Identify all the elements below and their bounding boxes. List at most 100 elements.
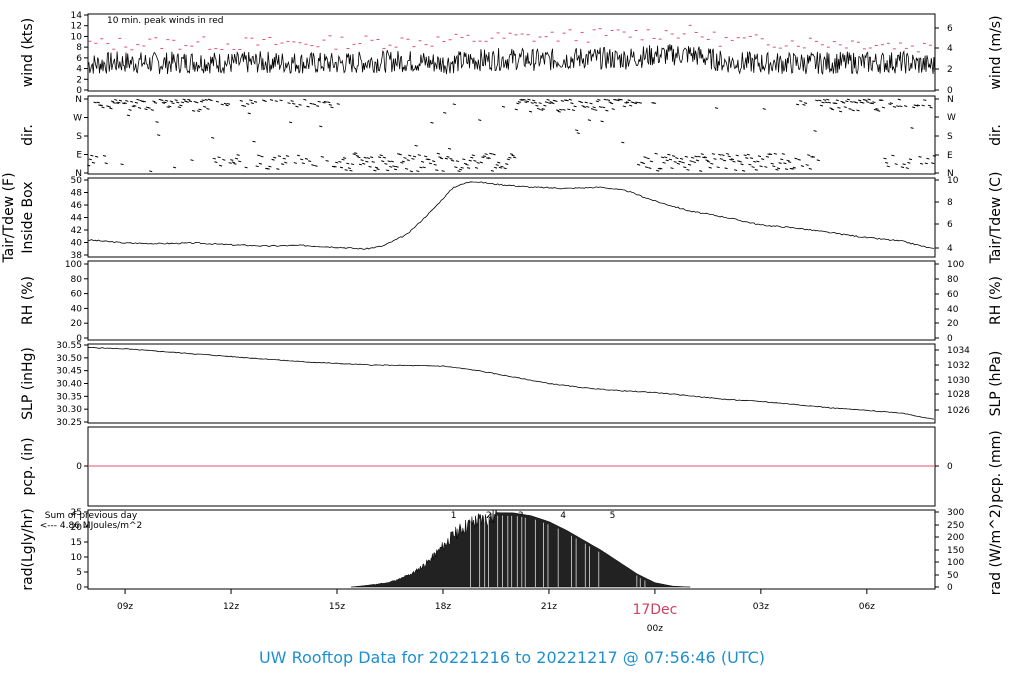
wind-dir-mark [198,108,202,111]
wind-dir-mark [919,162,924,165]
wind-dir-mark [269,99,274,101]
wind-dir-mark [369,156,374,159]
wind-dir-mark [705,159,709,162]
wind-dir-mark [257,154,261,157]
wind-dir-mark [621,141,625,144]
wind-dir-mark [298,103,302,106]
wind-dir-mark [164,99,169,102]
wind-dir-mark [697,155,701,158]
wind-dir-mark [406,159,410,161]
wind-dir-mark [473,160,477,162]
wind-dir-mark [303,98,307,101]
rad-ytick-label: 25 [71,508,82,518]
wind-dir-mark [219,164,223,167]
wind-dir-mark [185,101,189,103]
wind-dir-mark [824,101,828,104]
wind-dir-mark [238,160,242,163]
rad-annotation-2: <--- 4.86 MJoules/m^2 [40,521,142,531]
wind-dir-mark [842,101,846,104]
wind-ytick-label: 6 [76,54,82,64]
dir-ylabel: dir. [20,124,36,146]
wind-dir-mark [171,102,175,105]
wind-dir-mark [393,168,398,171]
wind-dir-mark [597,98,601,101]
slp-panel: 30.25 30.30 30.35 30.40 30.45 30.50 30.55 1026 1… [20,341,1004,428]
wind-dir-mark [114,99,118,101]
wind-dir-mark [694,155,698,158]
wind-dir-mark [845,100,849,103]
wind-dir-mark [172,166,177,169]
wind-dir-mark [273,156,277,159]
wind-dir-mark [560,100,564,102]
wind-dir-mark [708,166,712,169]
slp-ytick-label: 30.50 [56,354,82,364]
slp-line [87,346,934,420]
wind-dir-mark [813,130,817,132]
wind-dir-mark [495,164,499,166]
wind-dir-mark [921,104,925,107]
wind-dir-mark [244,166,248,169]
wind-dir-mark [231,161,235,164]
wind-dir-mark [110,100,115,103]
wind-dir-mark [304,158,309,160]
wind-dir-mark [300,158,304,161]
wind-dir-mark [288,121,293,124]
wind-dir-mark [730,158,735,161]
x-tick-label: 12z [223,602,239,612]
wind-dir-mark [188,100,193,103]
dir-ytick-label: N [75,95,82,105]
wind-dir-mark [788,161,792,163]
wind-dir-mark [439,157,444,160]
rh-ytick-label: 60 [71,290,83,300]
wind-dir-mark [733,169,738,171]
wind-dir-mark [452,103,456,106]
wind-dir-mark [390,160,394,163]
wind-dir-mark [888,103,892,105]
wind-dir-mark [881,106,886,109]
wind-dir-mark [247,112,251,115]
wind-dir-mark [412,155,417,158]
wind-dir-mark [557,110,561,113]
wind-dir-mark [312,103,317,106]
dir-ytick-right-label: N [947,169,954,179]
wind-dir-mark [449,158,453,160]
wind-dir-mark [616,99,620,102]
wind-dir-mark [786,159,790,162]
wind-dir-mark [490,170,495,172]
wind-dir-mark [226,102,231,105]
wind-dir-mark [535,104,539,107]
wind-dir-mark [203,105,207,108]
wind-dir-mark [592,106,596,109]
wind-dir-mark [479,161,483,164]
slp-ytick-label: 30.30 [56,405,82,415]
wind-dir-mark [918,155,922,158]
wind-dir-mark [622,105,626,108]
wind-dir-mark [870,102,874,105]
wind-dir-mark [335,161,339,164]
slp-ytick-right-label: 1032 [947,361,970,371]
wind-dir-mark [163,101,167,104]
wind-dir-mark [266,167,270,170]
wind-dir-mark [327,101,331,104]
wind-dir-mark [101,106,105,109]
wind-dir-mark [795,103,800,106]
wind-dir-mark [719,158,723,160]
wind-dir-mark [468,159,472,162]
temp-ytick-right-label: 6 [947,220,953,230]
wind-dir-mark [686,168,690,171]
wind-dir-mark [211,136,215,139]
wind-dir-mark [772,165,776,168]
wind-dir-mark [554,100,558,102]
wind-dir-mark [169,100,173,103]
dir-ytick-right-label: W [947,113,956,123]
wind-dir-mark [878,99,882,102]
wind-dir-mark [99,104,104,107]
wind-dir-mark [780,158,784,161]
wind-dir-mark [838,110,843,113]
wind-dir-mark [587,119,592,122]
dir-ytick-label: N [75,169,82,179]
wind-dir-mark [834,102,838,105]
wind-dir-mark [551,102,555,105]
wind-dir-mark [716,166,720,169]
